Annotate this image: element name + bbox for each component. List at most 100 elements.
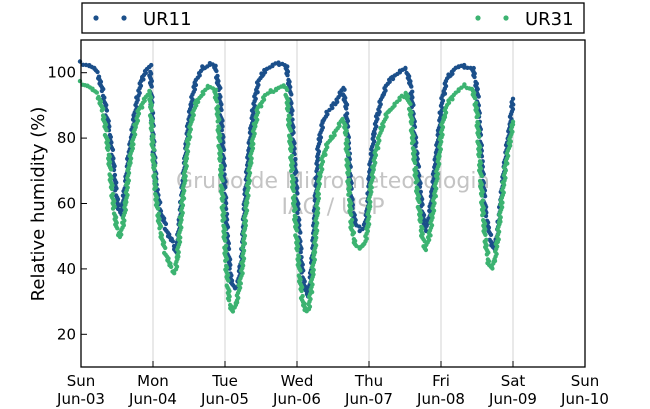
data-point (157, 226, 162, 231)
x-axis: SunJun-03MonJun-04TueJun-05WedJun-06ThuJ… (56, 361, 609, 408)
data-point (476, 134, 482, 139)
data-points (77, 59, 516, 314)
data-point (409, 84, 414, 89)
data-point (110, 147, 116, 152)
data-point (295, 191, 300, 196)
y-axis: 20 40 60 80 100 (47, 64, 87, 343)
data-point (346, 172, 351, 177)
x-tick-label-date: Jun-04 (128, 390, 177, 408)
x-tick-label-date: Jun-10 (560, 390, 609, 408)
data-point (472, 95, 478, 101)
data-point (474, 114, 479, 120)
data-point (215, 119, 220, 124)
data-point (152, 186, 157, 192)
data-point (476, 94, 481, 99)
data-point (295, 210, 300, 216)
data-point (480, 213, 485, 218)
data-point (298, 250, 303, 255)
x-tick-label-day: Mon (137, 372, 169, 390)
data-point (163, 221, 169, 227)
data-point (99, 88, 105, 94)
data-point (418, 219, 423, 224)
data-point (151, 147, 157, 152)
data-point (288, 148, 294, 153)
data-point (218, 158, 223, 163)
data-point (299, 288, 304, 294)
data-point (342, 87, 347, 92)
data-point (214, 99, 220, 104)
data-point (346, 152, 351, 157)
data-point (484, 252, 490, 257)
data-point (344, 106, 349, 111)
data-point (289, 168, 294, 174)
data-point (95, 69, 100, 75)
x-tick-label-day: Wed (281, 372, 314, 390)
series-ur31 (77, 78, 516, 314)
data-point (479, 193, 485, 198)
legend-frame (81, 2, 585, 34)
legend-ur11-marker (121, 15, 127, 21)
x-tick-label-day: Sun (67, 372, 96, 390)
data-point (104, 108, 110, 113)
data-point (219, 107, 224, 113)
data-point (284, 87, 290, 93)
data-point (147, 88, 152, 94)
legend-ur11-marker (93, 15, 99, 21)
y-tick-label: 40 (57, 260, 76, 278)
data-point (223, 258, 228, 263)
data-point (294, 228, 300, 233)
data-point (477, 154, 482, 159)
data-point (288, 128, 293, 133)
data-point (110, 206, 116, 211)
x-tick-label-date: Jun-08 (416, 390, 465, 408)
data-point (472, 74, 477, 80)
data-point (108, 167, 114, 172)
legend-ur31-marker (503, 15, 509, 21)
data-point (349, 212, 354, 217)
data-point (510, 96, 516, 102)
y-tick-label: 20 (57, 325, 76, 343)
data-point (295, 248, 300, 253)
data-point (479, 173, 484, 179)
data-point (218, 138, 223, 144)
data-point (149, 128, 154, 133)
data-point (220, 198, 225, 203)
data-point (403, 65, 408, 71)
data-point (412, 160, 418, 166)
data-point (298, 230, 303, 235)
data-point (152, 167, 157, 172)
x-tick-label-day: Fri (432, 372, 450, 390)
x-tick-label-date: Jun-07 (344, 390, 393, 408)
x-tick-label-day: Sun (571, 372, 600, 390)
data-point (220, 178, 225, 183)
data-point (149, 108, 154, 113)
data-point (105, 147, 111, 152)
data-point (226, 278, 231, 283)
data-point (417, 199, 422, 205)
data-point (220, 218, 225, 223)
data-point (483, 232, 488, 237)
legend-ur31-label: UR31 (525, 9, 574, 30)
x-tick-label-day: Sat (501, 372, 526, 390)
data-point (409, 141, 415, 146)
data-point (346, 192, 351, 197)
data-point (163, 245, 168, 251)
legend: UR11 UR31 (81, 2, 585, 34)
x-tick-label-date: Jun-06 (272, 390, 321, 408)
y-tick-label: 80 (57, 129, 76, 147)
data-point (109, 186, 115, 192)
legend-ur31-marker (475, 15, 481, 21)
x-tick-label-date: Jun-03 (56, 390, 105, 408)
data-point (155, 206, 161, 211)
data-point (291, 208, 297, 213)
data-point (510, 119, 516, 124)
data-point (226, 298, 232, 303)
y-axis-label: Relative humidity (%) (28, 107, 49, 302)
data-point (488, 232, 494, 237)
data-point (94, 90, 100, 95)
data-point (343, 132, 348, 137)
y-tick-label: 100 (47, 64, 76, 82)
data-point (462, 82, 467, 87)
x-tick-label-day: Thu (354, 372, 383, 390)
